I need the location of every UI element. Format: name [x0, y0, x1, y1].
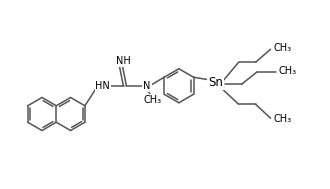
Text: N: N: [143, 81, 150, 91]
Text: CH₃: CH₃: [274, 114, 292, 124]
Text: CH₃: CH₃: [144, 95, 162, 105]
Text: HN: HN: [95, 81, 110, 91]
Text: CH₃: CH₃: [274, 43, 292, 53]
Text: Sn: Sn: [208, 76, 223, 89]
Text: CH₃: CH₃: [279, 66, 297, 76]
Text: NH: NH: [116, 56, 131, 66]
